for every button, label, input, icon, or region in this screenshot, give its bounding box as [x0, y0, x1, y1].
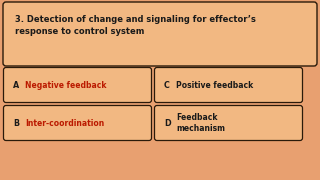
Text: Feedback
mechanism: Feedback mechanism [176, 113, 225, 133]
Text: Positive feedback: Positive feedback [176, 80, 253, 89]
FancyBboxPatch shape [4, 105, 151, 141]
Text: B: B [13, 118, 19, 127]
Text: Negative feedback: Negative feedback [25, 80, 107, 89]
Text: D: D [164, 118, 171, 127]
Text: Inter-coordination: Inter-coordination [25, 118, 104, 127]
FancyBboxPatch shape [3, 2, 317, 66]
FancyBboxPatch shape [155, 68, 302, 102]
Text: A: A [13, 80, 19, 89]
Text: 3. Detection of change and signaling for effector’s
response to control system: 3. Detection of change and signaling for… [15, 15, 256, 37]
FancyBboxPatch shape [4, 68, 151, 102]
FancyBboxPatch shape [155, 105, 302, 141]
Text: C: C [164, 80, 170, 89]
